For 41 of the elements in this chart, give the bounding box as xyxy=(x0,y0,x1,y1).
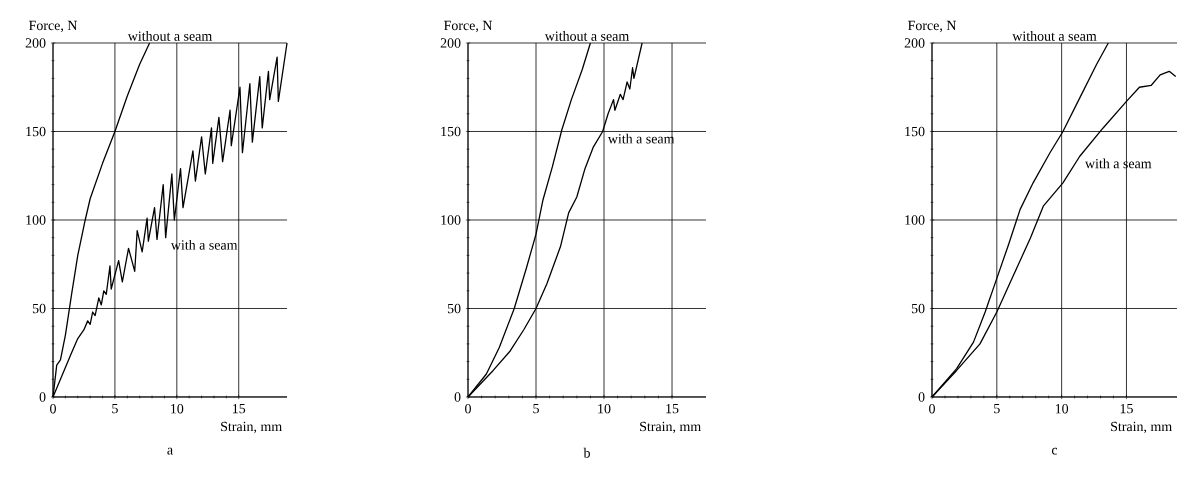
x-tick-label: 15 xyxy=(232,403,246,414)
y-tick-label: 0 xyxy=(39,392,46,402)
x-axis-title: Strain, mm xyxy=(640,421,701,434)
x-tick-label: 15 xyxy=(1120,403,1133,414)
text: b xyxy=(583,447,590,458)
x-axis-title: Strain, mm xyxy=(1111,421,1172,434)
y-tick-label: 200 xyxy=(440,38,461,48)
y-tick-label: 200 xyxy=(25,38,46,48)
x-tick-label: 0 xyxy=(50,403,56,414)
y-tick-label: 100 xyxy=(441,215,461,225)
y-tick-label: 0 xyxy=(918,392,925,402)
y-axis-title: Force, N xyxy=(444,20,493,33)
y-tick-label: 150 xyxy=(441,126,461,137)
y-tick-label: 150 xyxy=(26,126,46,137)
x-tick-label: 5 xyxy=(112,403,118,414)
y-tick-label: 50 xyxy=(447,303,461,314)
x-tick-label: 0 xyxy=(465,403,471,414)
x-tick-label: 10 xyxy=(598,403,611,414)
x-tick-label: 0 xyxy=(929,403,935,414)
text: a xyxy=(167,447,173,455)
y-tick-label: 100 xyxy=(26,215,46,225)
x-tick-label: 10 xyxy=(1055,403,1069,414)
series-label: without a seam xyxy=(1012,30,1097,41)
x-tick-label: 15 xyxy=(666,403,679,414)
series-label: without a seam xyxy=(127,30,213,41)
y-tick-label: 100 xyxy=(905,215,925,225)
y-tick-label: 50 xyxy=(911,303,925,314)
x-tick-label: 5 xyxy=(533,403,539,414)
y-tick-label: 0 xyxy=(454,392,461,402)
y-tick-label: 200 xyxy=(904,38,925,48)
y-axis-title: Force, N xyxy=(29,20,78,33)
x-tick-label: 10 xyxy=(171,403,184,414)
x-tick-label: 5 xyxy=(994,403,1000,414)
series-label: with a seam xyxy=(170,239,238,250)
text: c xyxy=(1051,447,1058,455)
y-axis-title: Force, N xyxy=(908,20,957,33)
series-label: with a seam xyxy=(607,133,675,144)
y-tick-label: 150 xyxy=(905,126,925,137)
x-axis-title: Strain, mm xyxy=(221,421,282,434)
series-label: without a seam xyxy=(544,30,630,41)
y-tick-label: 50 xyxy=(32,303,46,314)
